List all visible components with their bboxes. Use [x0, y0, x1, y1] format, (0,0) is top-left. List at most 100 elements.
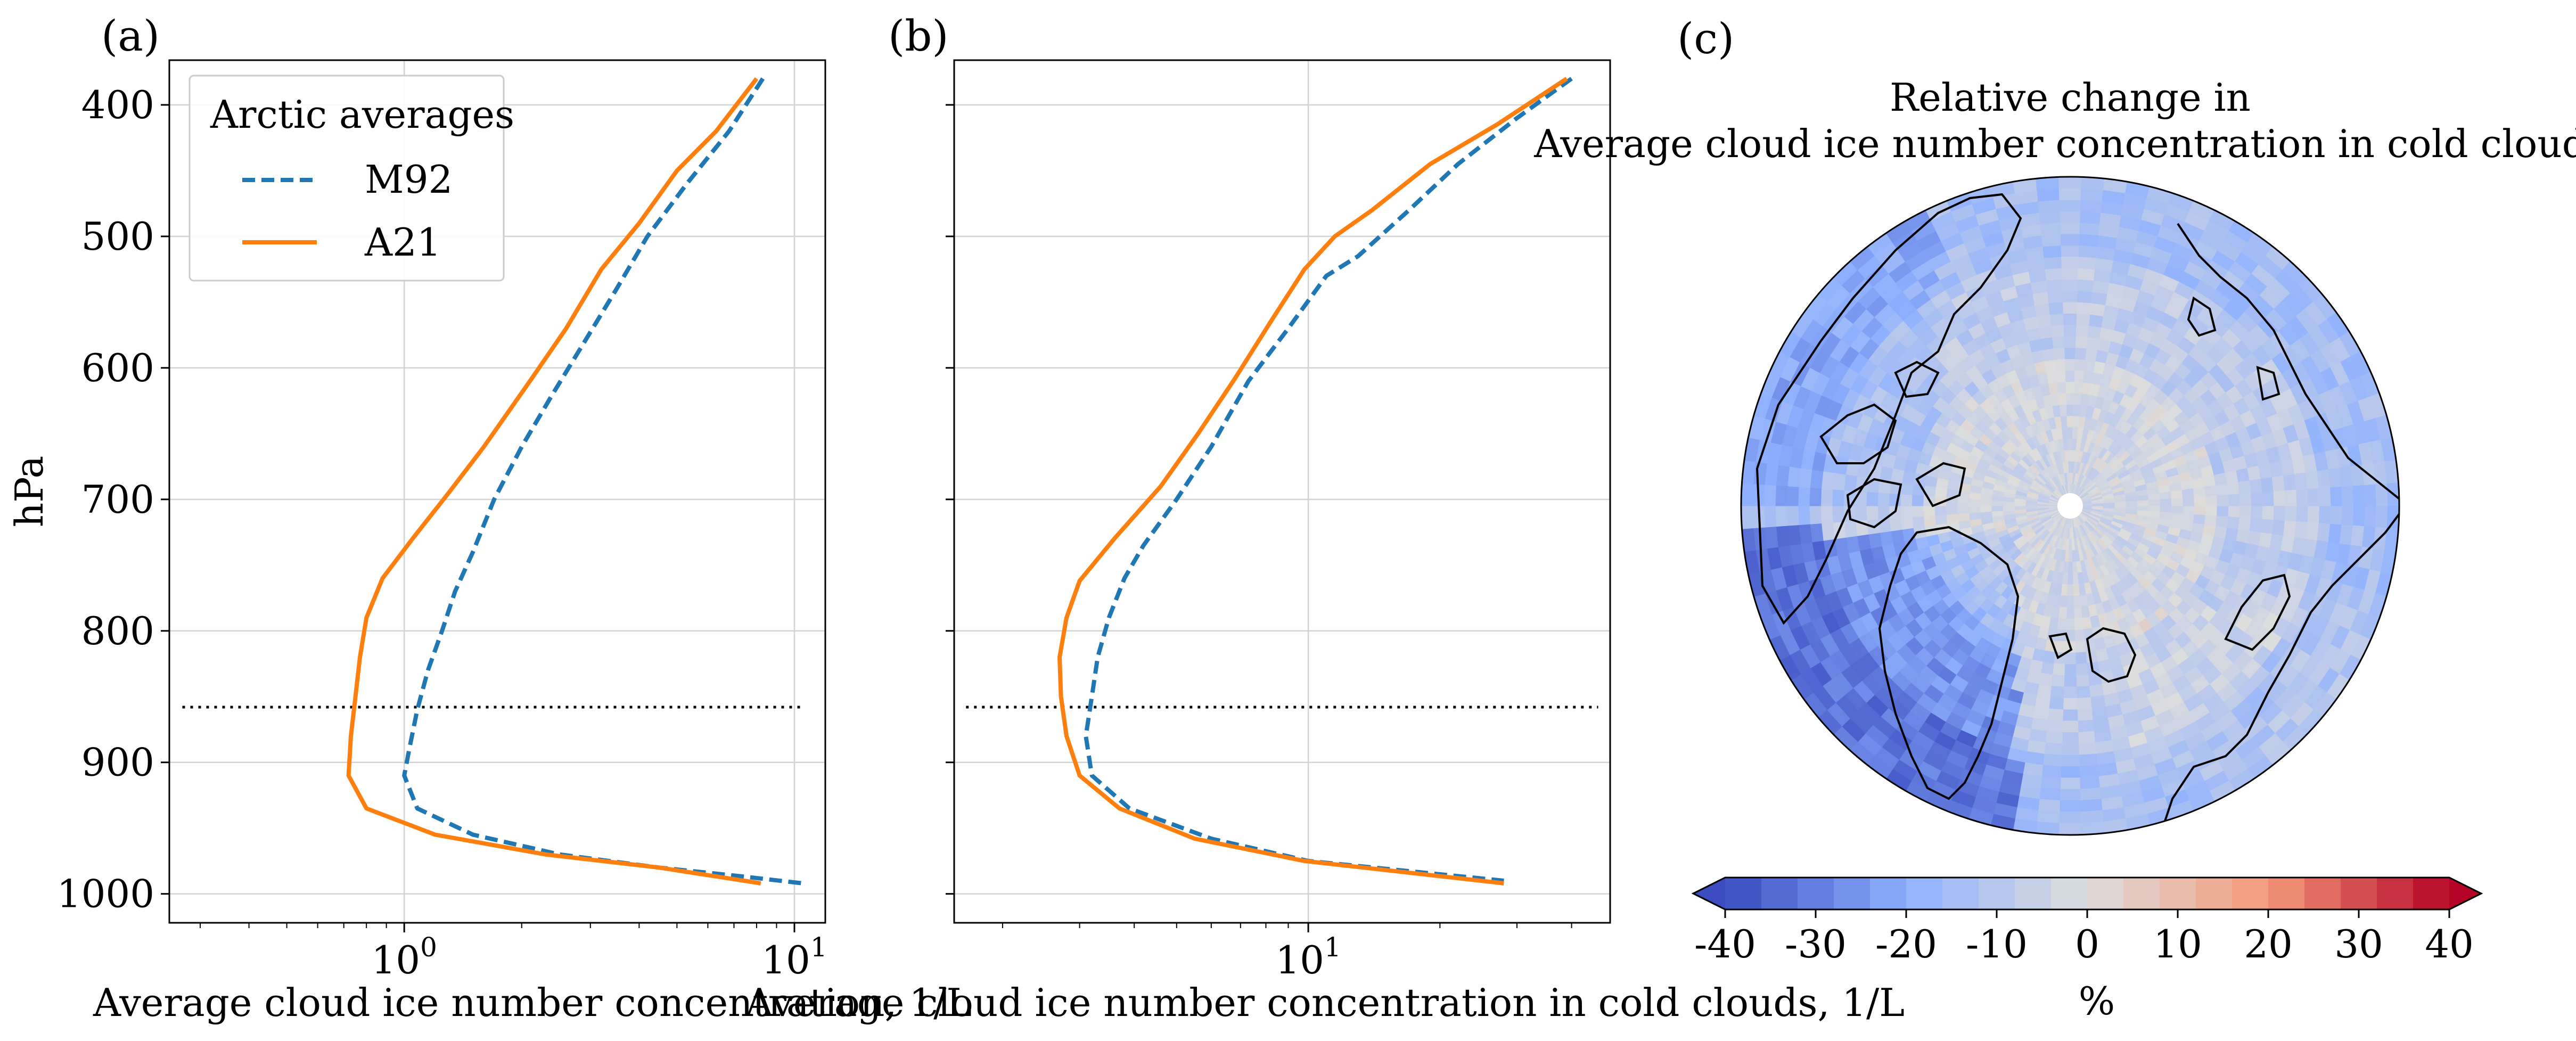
map-cell: [2307, 488, 2320, 506]
map-cell: [2072, 572, 2079, 585]
map-cell: [2077, 290, 2093, 304]
map-cell: [1900, 505, 1913, 518]
colorbar-cell: [1834, 878, 1871, 909]
map-cell: [2249, 479, 2263, 494]
map-cell: [2148, 499, 2161, 506]
map-cell: [1763, 505, 1776, 528]
series-line-a21: [346, 77, 761, 886]
map-cell: [2114, 502, 2127, 506]
map-cell: [2080, 199, 2103, 213]
map-cell: [2251, 505, 2263, 520]
map-border: [1740, 176, 2400, 836]
colorbar: -40 -30 -20 -10 0 10 20 30 40 %: [1691, 876, 2483, 1023]
coastline-archipelago: [1819, 360, 1966, 529]
map-cell: [2046, 719, 2063, 733]
y-tick-label: 500: [81, 214, 154, 259]
map-cell: [2227, 517, 2240, 530]
colorbar-cell: [2377, 878, 2414, 909]
map-cell: [2042, 244, 2062, 258]
map-cell: [2204, 485, 2218, 497]
colorbar-cell: [2304, 878, 2341, 909]
map-cell: [1820, 505, 1833, 524]
colorbar-cell: [1761, 878, 1798, 909]
map-cell: [2080, 210, 2102, 224]
map-cell: [2044, 359, 2056, 373]
map-cell: [2160, 498, 2172, 506]
map-cell: [2352, 485, 2366, 506]
map-cell: [2074, 629, 2085, 642]
map-title-line-1: Relative change in: [1890, 75, 2251, 120]
x-tick-label: 101: [761, 932, 827, 982]
legend: Arctic averages M92 A21: [188, 75, 514, 282]
map-cell: [2063, 698, 2078, 710]
map-cell: [2090, 302, 2106, 317]
y-tick-label: 400: [81, 83, 154, 127]
colorbar-cell: [1979, 878, 2015, 909]
map-cell: [1741, 505, 1754, 529]
colorbar-tick-label: -30: [1785, 922, 1847, 966]
map-cell: [2077, 278, 2095, 292]
map-cell: [2052, 663, 2065, 676]
map-cell: [2273, 490, 2286, 506]
colorbar-cell: [2051, 878, 2088, 909]
map-cell: [1820, 488, 1833, 506]
map-cell: [2341, 505, 2355, 526]
map-cell: [2039, 788, 2061, 801]
map-cell: [1979, 505, 1992, 513]
map-cell: [2159, 491, 2172, 500]
map-cell: [1809, 523, 1824, 543]
map-cell: [2042, 753, 2062, 767]
map-cell: [2073, 595, 2081, 608]
map-cell: [2228, 494, 2241, 506]
map-cell: [2271, 476, 2285, 492]
colorbar-cells: [1691, 876, 2483, 911]
map-cell: [2046, 278, 2063, 292]
map-cell: [2040, 776, 2061, 790]
x-axis-label-b: Average cloud ice number concentration i…: [745, 980, 1905, 1025]
legend-label-m92: M92: [365, 157, 453, 202]
colorbar-tick-label: -20: [1875, 922, 1937, 966]
coastline-eurasia: [2161, 510, 2399, 831]
map-cell: [1775, 485, 1788, 506]
map-cell: [2040, 222, 2061, 236]
map-cell: [1968, 512, 1981, 521]
map-cell: [2375, 505, 2389, 529]
map-cell: [2078, 731, 2096, 744]
map-cell: [2079, 233, 2099, 247]
map-cell: [1968, 505, 1981, 513]
map-cell: [2227, 482, 2240, 495]
map-cell: [2202, 474, 2217, 488]
map-cell: [2238, 517, 2252, 531]
map-cell: [1798, 486, 1810, 506]
x-tick-label: 101: [1275, 932, 1341, 982]
map-cell: [2086, 337, 2100, 350]
map-cell: [2060, 210, 2081, 223]
map-cell: [2307, 505, 2320, 524]
map-cell: [2317, 523, 2331, 543]
map-cell: [1946, 513, 1959, 524]
map-cell: [2078, 267, 2096, 281]
colorbar-cell: [2232, 878, 2269, 909]
map-cell: [2087, 325, 2102, 339]
map-cell: [1991, 505, 2004, 512]
map-cell: [2213, 472, 2228, 486]
map-cell: [2251, 492, 2263, 506]
map-cell: [2217, 494, 2229, 506]
map-cell: [2061, 244, 2080, 257]
map-cell: [2181, 488, 2195, 498]
map-cell: [2239, 493, 2252, 506]
map-cell: [2205, 505, 2218, 517]
map-cell: [2063, 301, 2078, 314]
map-cell: [2065, 370, 2075, 382]
colorbar-tick-label: 20: [2244, 922, 2293, 966]
map-cell: [2041, 233, 2062, 247]
colorbar-cell: [2196, 878, 2233, 909]
map-cell: [1957, 512, 1970, 522]
colorbar-cell: [2413, 878, 2450, 909]
map-cell: [1979, 499, 1992, 506]
map-cell: [2284, 489, 2298, 506]
map-cell: [1923, 505, 1935, 517]
map-cell: [2238, 480, 2252, 495]
map-cell: [2066, 415, 2074, 428]
colorbar-tick-label: -40: [1694, 922, 1756, 966]
